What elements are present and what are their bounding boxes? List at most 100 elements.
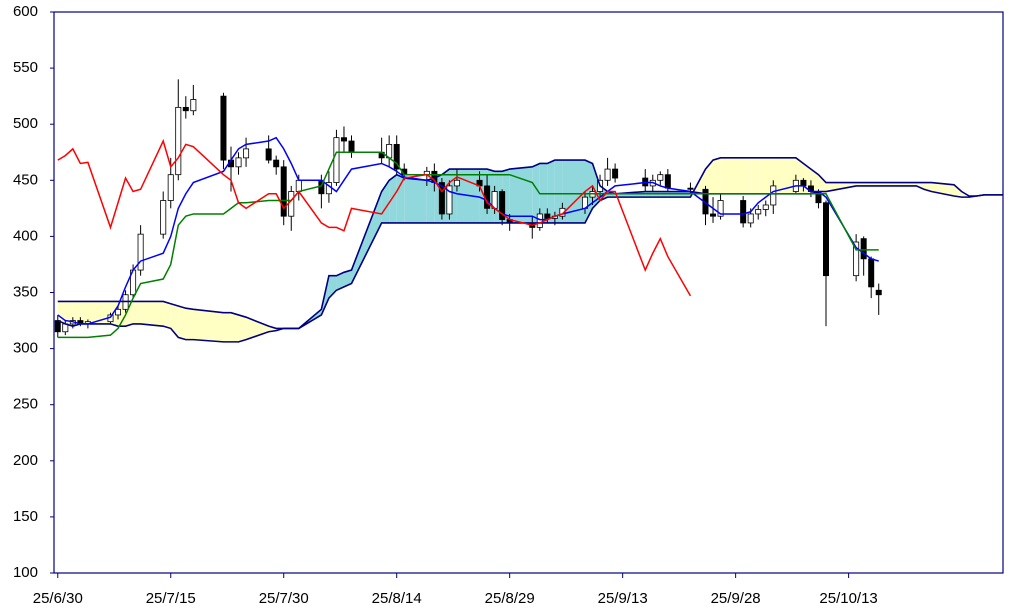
cloud-fill (705, 160, 714, 194)
y-tick-label: 300 (13, 340, 38, 357)
cloud-fill (170, 303, 179, 338)
cloud-fill (351, 191, 382, 284)
x-tick-label: 25/7/30 (259, 590, 309, 607)
x-tick-label: 25/6/30 (33, 590, 83, 607)
candle-body (664, 174, 671, 189)
cloud-fill (72, 301, 81, 327)
candle-body (235, 157, 242, 168)
candle-body (740, 200, 747, 224)
y-tick-label: 600 (13, 3, 38, 20)
candle-body (823, 202, 830, 277)
cloud-fill (901, 182, 909, 186)
candle-body (288, 191, 295, 217)
candle-body (604, 168, 611, 181)
cloud-fill (80, 301, 88, 324)
cloud-fill (743, 157, 751, 194)
indicator-line (57, 151, 879, 339)
cloud-fill (773, 157, 796, 194)
y-tick-label: 100 (13, 564, 38, 581)
cloud-fill (908, 182, 917, 186)
candle-body (687, 187, 694, 190)
x-tick-label: 25/9/13 (598, 590, 648, 607)
cloud-fill (863, 182, 872, 186)
x-tick-label: 25/8/14 (372, 590, 422, 607)
candle-body (393, 143, 400, 170)
y-tick-label: 200 (13, 452, 38, 469)
cloud-fill (336, 272, 344, 291)
cloud-fill (238, 314, 247, 342)
candle-body (657, 174, 664, 181)
candle-body (544, 213, 551, 219)
y-tick-label: 400 (13, 227, 38, 244)
candle-body (280, 166, 287, 217)
candle-body (167, 174, 174, 201)
cloud-fill (65, 301, 73, 327)
candle-body (710, 213, 717, 217)
cloud-fill (140, 301, 164, 327)
cloud-fill (871, 182, 879, 186)
cloud-fill (562, 160, 585, 223)
candle-body (453, 179, 460, 187)
indicator-line (57, 138, 692, 297)
y-tick-label: 150 (13, 508, 38, 525)
cloud-fill (343, 270, 352, 287)
cloud-fill (954, 184, 962, 198)
cloud-fill (185, 308, 194, 340)
candle-body (800, 179, 807, 187)
x-tick-label: 25/9/28 (711, 590, 761, 607)
cloud-fill (193, 309, 224, 342)
candle-body (717, 200, 724, 217)
candle-body (536, 213, 543, 228)
candle-body (853, 241, 860, 277)
cloud-fill (765, 157, 774, 194)
y-tick-label: 550 (13, 59, 38, 76)
cloud-fill (532, 163, 540, 223)
candle-body (175, 106, 182, 176)
y-tick-label: 350 (13, 283, 38, 300)
cloud-fill (133, 301, 141, 324)
candle-body (333, 137, 340, 183)
cloud-fill (487, 169, 495, 223)
cloud-fill (178, 305, 186, 340)
y-tick-label: 450 (13, 171, 38, 188)
cloud-fill (720, 157, 744, 194)
cloud-fill (396, 174, 405, 223)
candle-body (747, 213, 754, 224)
candle-body (868, 258, 875, 288)
plot-area (54, 79, 1003, 343)
cloud-fill (554, 160, 563, 223)
candle-body (115, 308, 122, 316)
span-a-line (57, 159, 1003, 343)
candle-body (755, 209, 762, 215)
cloud-fill (328, 275, 337, 299)
cloud-fill (750, 157, 759, 194)
cloud-fill (246, 317, 269, 340)
cloud-fill (389, 174, 397, 223)
y-tick-label: 250 (13, 396, 38, 413)
candle-body (348, 140, 355, 153)
cloud-fill (230, 312, 239, 342)
y-tick-label: 500 (13, 115, 38, 132)
cloud-fill (163, 301, 171, 329)
cloud-fill (758, 157, 766, 194)
x-tick-label: 25/10/13 (819, 590, 877, 607)
indicator-line (57, 136, 879, 325)
cloud-fill (713, 157, 721, 194)
cloud-fill (818, 174, 827, 192)
candle-body (160, 200, 167, 235)
candle-body (446, 185, 453, 215)
candle-body (182, 106, 189, 112)
candle-body (762, 204, 769, 210)
candle-body (499, 191, 506, 220)
candle-body (612, 168, 619, 179)
cloud-fill (223, 312, 231, 342)
x-tick-label: 25/7/15 (146, 590, 196, 607)
x-tick-label: 25/8/29 (485, 590, 535, 607)
candle-body (137, 233, 144, 271)
candle-body (860, 238, 867, 260)
candle-body (190, 99, 197, 112)
cloud-fill (404, 178, 427, 223)
candle-body (770, 185, 777, 206)
candle-body (265, 148, 272, 161)
